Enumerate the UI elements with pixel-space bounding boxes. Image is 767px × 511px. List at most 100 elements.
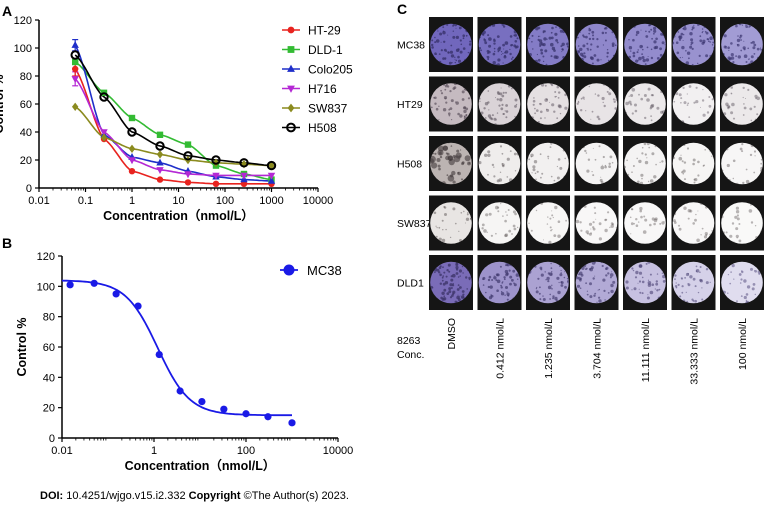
colony (604, 39, 607, 42)
colony (437, 30, 439, 32)
colony (699, 271, 701, 274)
colony (509, 48, 511, 51)
colony (610, 289, 614, 294)
colony (557, 234, 561, 238)
plate-well (478, 202, 521, 244)
data-point-h716 (71, 76, 79, 83)
colony (633, 222, 635, 225)
colony (604, 164, 607, 167)
colony (528, 222, 530, 224)
colony (487, 173, 489, 176)
colony (643, 142, 647, 146)
colony (491, 163, 495, 167)
colony (675, 41, 679, 44)
colony (588, 85, 590, 88)
colony (653, 29, 657, 33)
colony (614, 107, 617, 110)
colony (592, 226, 595, 229)
colony (457, 171, 461, 176)
colony (708, 104, 712, 108)
colony (430, 106, 433, 109)
colony (558, 91, 561, 94)
colony (638, 159, 642, 164)
colony (442, 57, 445, 60)
colony (505, 116, 508, 119)
colony (728, 57, 732, 61)
colony (487, 34, 490, 37)
colony (680, 102, 682, 104)
colony (687, 209, 691, 213)
data-point-mc38 (176, 387, 184, 395)
colony (738, 273, 742, 276)
colony (626, 159, 628, 162)
colony (448, 270, 451, 273)
colony (640, 173, 644, 177)
colony (500, 292, 505, 296)
colony (461, 178, 463, 181)
colony (635, 218, 638, 221)
colony (647, 281, 652, 285)
colony (550, 83, 554, 87)
plate-well (721, 261, 763, 304)
data-point-sw837 (128, 144, 136, 153)
colony (740, 295, 743, 297)
colony (557, 104, 561, 108)
colony (746, 285, 751, 289)
y-tick-label: 0 (49, 433, 55, 445)
colony (539, 298, 542, 301)
colony (756, 113, 759, 116)
colony (566, 277, 569, 280)
colony (672, 41, 675, 45)
colony (551, 26, 554, 30)
colony (590, 118, 592, 120)
colony (663, 221, 665, 223)
colony (674, 274, 677, 277)
colony (658, 288, 661, 291)
data-point-colo205 (71, 41, 79, 48)
x-tick-label: 10000 (303, 195, 334, 207)
colony (442, 30, 445, 33)
colony (457, 59, 462, 63)
colony (434, 102, 437, 105)
colony (592, 227, 596, 231)
colony (455, 222, 457, 225)
colony (612, 280, 616, 284)
colony (729, 282, 731, 285)
colony (686, 93, 688, 95)
colony (462, 34, 466, 37)
colony (694, 178, 698, 182)
colony (540, 48, 543, 52)
y-axis-title: Control % (15, 317, 29, 376)
colony (736, 38, 741, 43)
colony (579, 52, 584, 56)
colony (505, 104, 508, 107)
colony (632, 54, 636, 58)
x-tick-label: 100 (216, 195, 234, 207)
colony (509, 52, 512, 56)
colony (647, 56, 649, 57)
colony (688, 116, 691, 118)
colony (470, 218, 472, 220)
x-tick-label: 10 (172, 195, 184, 207)
colony (638, 271, 643, 275)
colony (557, 158, 561, 161)
colony (604, 228, 608, 233)
colony (674, 278, 676, 280)
colony (431, 46, 434, 49)
colony (682, 169, 686, 173)
colony (536, 53, 539, 56)
colony (540, 176, 542, 179)
colony (449, 90, 452, 93)
colony (736, 237, 738, 239)
colony (636, 51, 639, 54)
copyright-label: Copyright (188, 490, 241, 502)
colony (486, 55, 490, 59)
colony (711, 44, 714, 46)
colony (554, 95, 557, 98)
data-point-mc38 (134, 302, 142, 310)
panel-label-a: A (2, 3, 12, 19)
colony (585, 110, 587, 112)
colony (516, 37, 519, 40)
colony (758, 272, 761, 275)
colony (503, 48, 505, 50)
